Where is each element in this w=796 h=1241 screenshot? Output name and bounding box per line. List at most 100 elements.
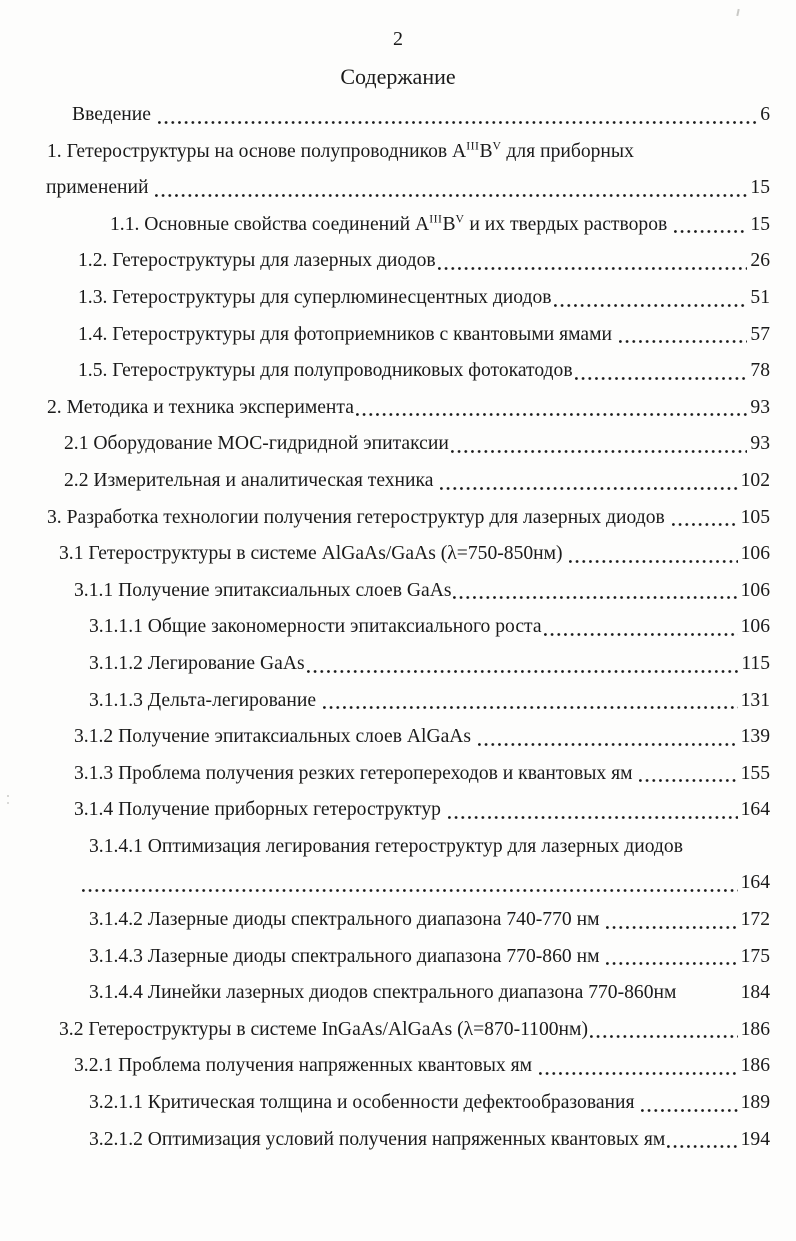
- page-number: 2: [393, 28, 403, 50]
- page-ref: 186: [740, 1018, 770, 1040]
- dot-leader: [306, 669, 739, 673]
- toc-entry-3-1-1-3: 3.1.1.3 Дельта-легирование 131: [0, 683, 796, 720]
- toc-entry-2-2: 2.2 Измерительная и аналитическая техник…: [0, 463, 796, 500]
- dot-leader: [440, 486, 738, 490]
- toc-entry-title: 1.4. Гетероструктуры для фотоприемников …: [78, 323, 617, 345]
- page-ref: 51: [750, 286, 770, 308]
- page-ref: 184: [740, 982, 770, 1004]
- page-ref: 57: [750, 323, 770, 345]
- toc-entry-3-2-1: 3.2.1 Проблема получения напряженных ква…: [0, 1048, 796, 1085]
- dot-leader: [618, 340, 748, 344]
- toc-entry-1-line1: 1. Гетероструктуры на основе полупроводн…: [0, 134, 796, 171]
- toc-entry-2-1: 2.1 Оборудование МОС-гидридной эпитаксии…: [0, 426, 796, 463]
- page-ref: 139: [740, 726, 770, 748]
- toc-entry-title: 3.2.1 Проблема получения напряженных ква…: [74, 1055, 537, 1077]
- toc-entry-1-2: 1.2. Гетероструктуры для лазерных диодов…: [0, 243, 796, 280]
- toc-entry-title: Введение: [72, 104, 156, 125]
- dot-leader: [82, 889, 738, 893]
- page-ref: 194: [740, 1128, 770, 1150]
- page-ref: 26: [750, 250, 770, 272]
- toc-entry-3-2: 3.2 Гетероструктуры в системе InGaAs/AlG…: [0, 1012, 796, 1049]
- dot-leader: [553, 303, 748, 307]
- toc-entry-1-5: 1.5. Гетероструктуры для полупроводников…: [0, 353, 796, 390]
- toc-entry-title: 3.1.3 Проблема получения резких гетеропе…: [74, 762, 638, 784]
- scan-artifact: [7, 795, 9, 797]
- toc-entry-1-3: 1.3. Гетероструктуры для суперлюминесцен…: [0, 280, 796, 317]
- page-ref: 6: [760, 104, 770, 125]
- page-ref: 164: [740, 872, 770, 894]
- dot-leader: [450, 449, 748, 453]
- toc-entry-3-1-4-4: 3.1.4.4 Линейки лазерных диодов спектрал…: [0, 975, 796, 1012]
- page-ref: 105: [740, 506, 770, 528]
- toc-text-part: и их твердых растворов: [464, 213, 673, 235]
- page-ref: 102: [740, 469, 770, 491]
- dot-leader: [641, 1108, 738, 1112]
- toc-entry-title: 2. Методика и техника эксперимента: [47, 396, 354, 418]
- toc-entry-1-line2: применений 15: [0, 170, 796, 207]
- toc-entry-title: 3.1.4.3 Лазерные диоды спектрального диа…: [89, 945, 605, 967]
- page-ref: 78: [750, 360, 770, 382]
- toc-entry-3-1-4-2: 3.1.4.2 Лазерные диоды спектрального диа…: [0, 902, 796, 939]
- page-ref: 172: [740, 909, 770, 931]
- toc-entry-title: 1.5. Гетероструктуры для полупроводников…: [78, 360, 573, 382]
- toc-entry-title: 3.2.1.2 Оптимизация условий получения на…: [89, 1128, 666, 1150]
- dot-leader: [453, 596, 738, 600]
- dot-leader: [543, 632, 738, 636]
- toc-entry-3-1-4-3: 3.1.4.3 Лазерные диоды спектрального диа…: [0, 939, 796, 976]
- toc-entry-title: 3.1.4 Получение приборных гетероструктур: [74, 799, 446, 821]
- toc-entry-title: 3.2.1.1 Критическая толщина и особенност…: [89, 1092, 640, 1114]
- page-ref: 115: [741, 652, 770, 674]
- dot-leader: [674, 230, 748, 234]
- toc-entry-3-2-1-2: 3.2.1.2 Оптимизация условий получения на…: [0, 1122, 796, 1159]
- toc-entry-3-1-1-1: 3.1.1.1 Общие закономерности эпитаксиаль…: [0, 609, 796, 646]
- dot-leader: [157, 120, 758, 124]
- dot-leader: [569, 559, 738, 563]
- page-ref: 106: [740, 579, 770, 601]
- page-ref: 155: [740, 762, 770, 784]
- page-ref: 186: [740, 1055, 770, 1077]
- superscript-V: V: [492, 139, 502, 153]
- toc-entry-3-1-4-1-line1: 3.1.4.1 Оптимизация легирования гетерост…: [0, 829, 796, 866]
- page-title: Содержание: [340, 64, 456, 89]
- toc-entry-title: 3.1.2 Получение эпитаксиальных слоев AlG…: [74, 726, 476, 748]
- toc-entry-title: 3.1.1.2 Легирование GaAs: [89, 652, 305, 674]
- toc-entry-title: 3.1.1.3 Дельта-легирование: [89, 689, 321, 711]
- page-ref: 175: [740, 945, 770, 967]
- dot-leader: [447, 815, 738, 819]
- toc-text-part: для приборных: [501, 140, 634, 162]
- toc-entry-3: 3. Разработка технологии получения гетер…: [0, 500, 796, 537]
- toc-entry-2: 2. Методика и техника эксперимента 93: [0, 390, 796, 427]
- toc-entry-title: 1.3. Гетероструктуры для суперлюминесцен…: [78, 286, 552, 308]
- toc-text-part: B: [442, 213, 456, 235]
- dot-leader: [155, 193, 748, 197]
- dot-leader: [322, 706, 738, 710]
- toc-entry-3-1-2: 3.1.2 Получение эпитаксиальных слоев AlG…: [0, 719, 796, 756]
- dot-leader: [437, 266, 748, 270]
- page-ref: 106: [740, 543, 770, 565]
- toc-entry-1-4: 1.4. Гетероструктуры для фотоприемников …: [0, 317, 796, 354]
- toc-entry-title: 3.1.1.1 Общие закономерности эпитаксиаль…: [89, 616, 542, 638]
- toc-entry-title: 2.2 Измерительная и аналитическая техник…: [64, 469, 439, 491]
- toc-entry-title: 3.1.4.2 Лазерные диоды спектрального диа…: [89, 909, 605, 931]
- page-ref: 93: [750, 396, 770, 418]
- toc-text-part: 1. Гетероструктуры на основе полупроводн…: [47, 140, 467, 162]
- toc-entry-title: 3.1.4.4 Линейки лазерных диодов спектрал…: [89, 982, 677, 1004]
- toc-entry-title: 3.1 Гетероструктуры в системе AlGaAs/GaA…: [59, 543, 568, 565]
- page-ref: 106: [740, 616, 770, 638]
- toc-entry-title: 3.1.4.1 Оптимизация легирования гетерост…: [89, 835, 683, 857]
- dot-leader: [477, 742, 738, 746]
- toc-entry-title: 3.1.1 Получение эпитаксиальных слоев GaA…: [74, 579, 452, 601]
- page-ref: 189: [740, 1092, 770, 1114]
- toc-entry-3-1-1: 3.1.1 Получение эпитаксиальных слоев GaA…: [0, 573, 796, 610]
- superscript-III: III: [429, 212, 443, 226]
- page-ref: 131: [740, 689, 770, 711]
- page-ref: 93: [750, 433, 770, 455]
- dot-leader: [671, 523, 738, 527]
- toc-entry-3-1: 3.1 Гетероструктуры в системе AlGaAs/GaA…: [0, 536, 796, 573]
- table-of-contents: Введение 6 1. Гетероструктуры на основе …: [0, 97, 796, 1158]
- toc-text-part: 1.1. Основные свойства соединений A: [110, 213, 430, 235]
- toc-entry-introduction: Введение 6: [0, 97, 796, 134]
- toc-entry-title: 1.1. Основные свойства соединений AIIIBV…: [110, 207, 672, 244]
- dot-leader: [667, 1145, 738, 1149]
